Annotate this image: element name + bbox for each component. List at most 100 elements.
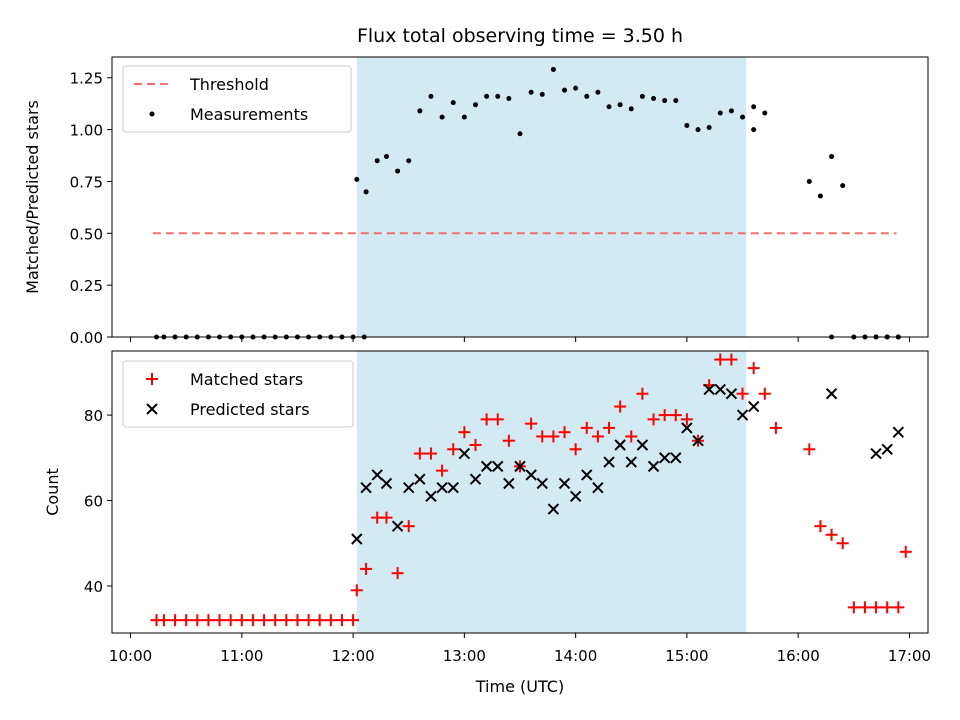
- legend-matched-label: Matched stars: [190, 370, 303, 389]
- predicted-point: [625, 456, 637, 468]
- predicted-point: [558, 477, 571, 490]
- top-x-ticks: [130, 337, 910, 342]
- matched-point: [803, 443, 816, 456]
- predicted-point: [380, 477, 393, 490]
- measurement-point: [439, 114, 445, 120]
- matched-point: [180, 614, 193, 627]
- xtick-label: 11:00: [220, 647, 263, 665]
- predicted-point: [360, 482, 372, 494]
- matched-point: [847, 601, 860, 614]
- matched-point: [436, 464, 449, 477]
- matched-point: [614, 400, 627, 413]
- predicted-point: [536, 477, 548, 490]
- top-y-axis-label: Matched/Predicted stars: [23, 100, 42, 294]
- matched-point: [569, 443, 582, 456]
- bottom-data-layer: [150, 353, 912, 627]
- top-ytick-label: 0.25: [70, 277, 103, 295]
- predicted-point: [636, 439, 649, 451]
- matched-point: [858, 601, 871, 614]
- matched-point: [536, 430, 549, 443]
- matched-point: [213, 614, 226, 627]
- measurement-point: [740, 114, 746, 120]
- bottom-y-axis: 40 60 80: [84, 407, 112, 596]
- legend-threshold-label: Threshold: [189, 75, 269, 94]
- predicted-point: [547, 503, 560, 515]
- matched-point: [547, 430, 560, 443]
- matched-point: [280, 614, 293, 627]
- matched-point: [458, 426, 471, 439]
- legend-measurements-label: Measurements: [190, 105, 308, 124]
- predicted-point: [436, 482, 448, 494]
- top-axes-frame: [111, 56, 929, 338]
- measurement-point: [562, 87, 568, 93]
- bottom-ytick-label: 40: [84, 578, 103, 596]
- measurement-point: [829, 154, 835, 160]
- predicted-point: [351, 533, 363, 545]
- measurement-point: [472, 102, 478, 108]
- matched-point: [525, 417, 538, 430]
- legend-predicted-label: Predicted stars: [190, 400, 310, 419]
- xtick-label: 17:00: [888, 647, 931, 665]
- predicted-point: [414, 473, 426, 485]
- matched-point: [169, 614, 182, 627]
- matched-point: [469, 439, 482, 451]
- measurement-point: [762, 110, 768, 116]
- xtick-label: 16:00: [777, 647, 820, 665]
- matched-point: [347, 614, 360, 627]
- xtick-label: 12:00: [331, 647, 374, 665]
- measurement-point: [406, 158, 412, 164]
- predicted-point: [725, 388, 738, 400]
- bottom-axes-frame: [111, 350, 929, 634]
- measurement-point: [517, 131, 523, 137]
- bottom-panel: 40 60 80 10:00 11:00 12:00 13:00 14:00 15:00 16:…: [43, 350, 931, 696]
- measurement-point: [528, 89, 534, 95]
- matched-point: [235, 614, 248, 627]
- measurement-point: [395, 168, 401, 174]
- matched-point: [825, 528, 838, 541]
- measurement-point: [539, 91, 545, 97]
- measurement-point: [495, 93, 501, 99]
- measurement-point: [684, 122, 690, 128]
- matched-point: [680, 413, 693, 426]
- predicted-point: [892, 426, 905, 438]
- xtick-label: 13:00: [443, 647, 486, 665]
- bottom-x-axis: 10:00 11:00 12:00 13:00 14:00 15:00 16:00 17:00: [109, 633, 931, 665]
- legend-measurements-swatch: [149, 111, 155, 117]
- matched-point: [758, 387, 771, 400]
- measurement-point: [383, 154, 389, 160]
- predicted-point: [569, 490, 582, 502]
- top-ytick-label: 0.00: [70, 329, 103, 347]
- matched-point: [324, 614, 337, 627]
- predicted-point: [670, 452, 682, 464]
- measurement-point: [651, 95, 657, 101]
- predicted-point: [692, 435, 704, 447]
- matched-point: [580, 421, 593, 434]
- measurement-point: [374, 158, 380, 164]
- predicted-point: [458, 447, 471, 460]
- matched-point: [246, 614, 259, 627]
- matched-point: [191, 614, 204, 627]
- xtick-label: 10:00: [109, 647, 152, 665]
- matched-point: [202, 614, 215, 627]
- xtick-label: 15:00: [665, 647, 708, 665]
- matched-point: [291, 614, 304, 627]
- measurement-point: [363, 189, 369, 195]
- matched-point: [424, 447, 437, 460]
- predicted-point: [503, 477, 515, 490]
- measurement-point: [751, 104, 757, 110]
- matched-point: [899, 545, 912, 558]
- predicted-point: [881, 443, 893, 455]
- predicted-point: [480, 460, 493, 473]
- predicted-point: [647, 460, 660, 473]
- predicted-point: [592, 482, 604, 494]
- measurement-point: [595, 89, 601, 95]
- matched-point: [747, 362, 760, 375]
- predicted-point: [447, 482, 459, 494]
- bottom-y-axis-label: Count: [43, 468, 62, 516]
- predicted-point: [403, 482, 415, 494]
- matched-point: [591, 430, 604, 443]
- measurement-point: [606, 104, 612, 110]
- predicted-point: [681, 422, 693, 434]
- measurement-point: [840, 183, 846, 189]
